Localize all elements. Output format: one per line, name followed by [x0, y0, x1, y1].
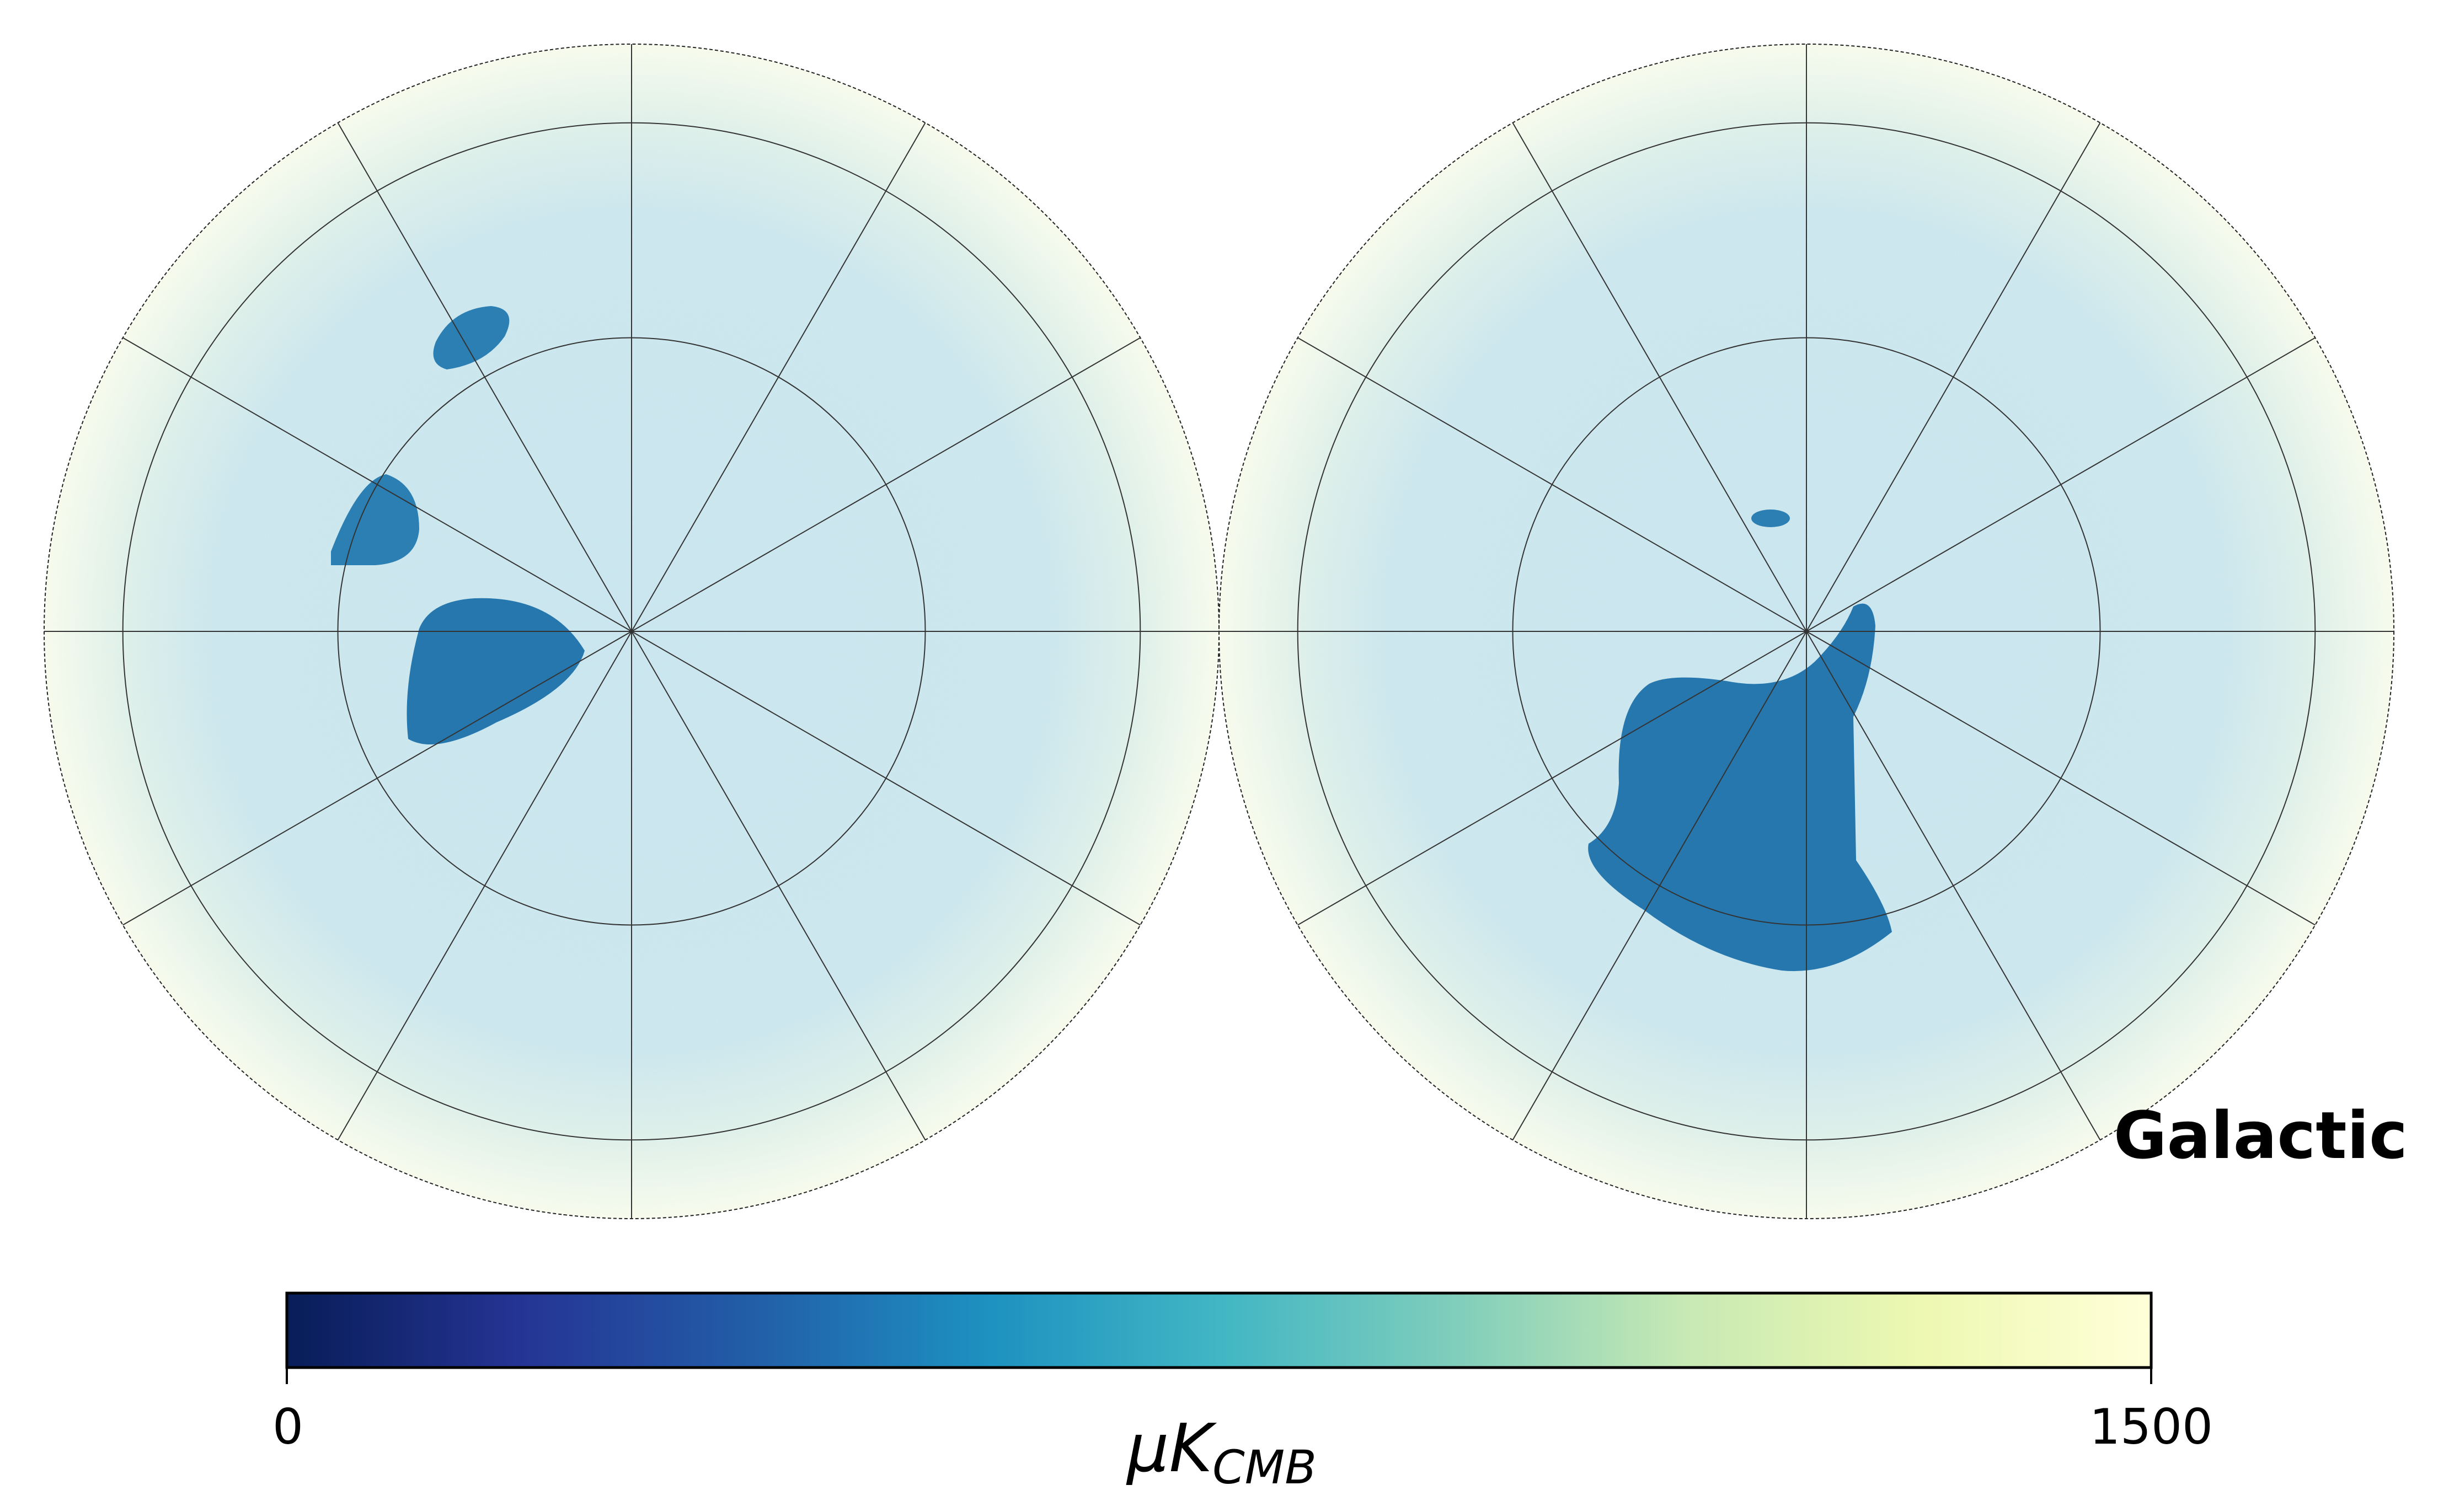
colorbar: 0 1500 μKCMB	[272, 1291, 2213, 1494]
colorbar-unit-label: μKCMB	[1126, 1411, 1317, 1494]
masked-patch	[1588, 603, 1892, 972]
masked-patch	[1751, 510, 1790, 527]
colorbar-unit: μK	[1126, 1411, 1217, 1487]
colorbar-tick-label-max: 1500	[2089, 1398, 2213, 1455]
right-masked-regions	[1588, 510, 1892, 972]
colorbar-unit-subscript: CMB	[1212, 1440, 1317, 1494]
masked-patch	[331, 474, 419, 565]
colorbar-gradient	[285, 1291, 2153, 1369]
colorbar-tick-label-min: 0	[272, 1398, 303, 1455]
masked-patch	[407, 598, 585, 744]
coordinate-system-label: Galactic	[2114, 1097, 2408, 1173]
